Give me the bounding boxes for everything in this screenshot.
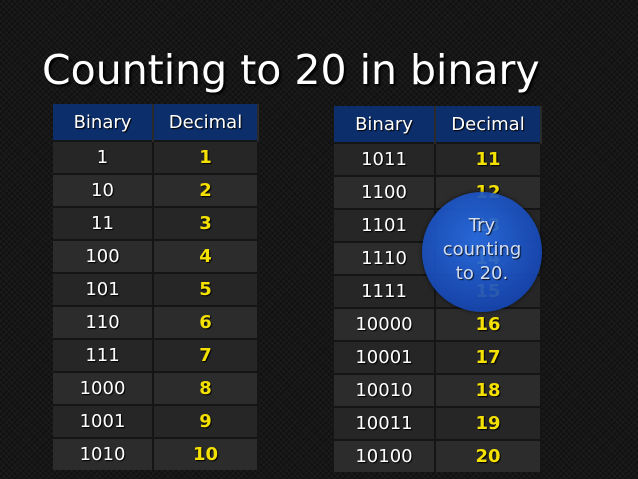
- table-row: 100 4: [53, 239, 259, 273]
- column-header-binary: Binary: [53, 104, 154, 141]
- decimal-value: 9: [153, 404, 259, 438]
- decimal-value: 1: [153, 140, 259, 174]
- callout-bubble: [422, 192, 542, 312]
- binary-value: 1001: [53, 404, 154, 438]
- callout-line: Try: [468, 215, 496, 236]
- table-row: 101 5: [53, 272, 259, 306]
- decimal-value: 20: [435, 439, 542, 472]
- table-row: 1001 9: [53, 404, 259, 438]
- decimal-value: 4: [153, 239, 259, 273]
- slide-title: Counting to 20 in binary: [42, 46, 540, 94]
- binary-value: 100: [53, 239, 154, 273]
- decimal-value: 8: [153, 371, 259, 405]
- decimal-value: 17: [435, 340, 542, 374]
- column-header-binary: Binary: [334, 106, 436, 143]
- column-header-decimal: Decimal: [153, 104, 259, 141]
- binary-value: 11: [53, 206, 154, 240]
- table-row: 10010 18: [334, 373, 542, 407]
- binary-value: 1101: [334, 208, 436, 242]
- binary-value: 10: [53, 173, 154, 207]
- binary-value: 10010: [334, 373, 436, 407]
- binary-value: 1011: [334, 142, 436, 176]
- table-row: 111 7: [53, 338, 259, 372]
- decimal-value: 5: [153, 272, 259, 306]
- table-row: 1010 10: [53, 437, 259, 470]
- table-row: 10011 19: [334, 406, 542, 440]
- table-row: 110012: [334, 175, 542, 209]
- binary-value: 1: [53, 140, 154, 174]
- binary-value: 10001: [334, 340, 436, 374]
- table-row: 10100 20: [334, 439, 542, 472]
- decimal-value: 11: [435, 142, 542, 176]
- table-row: 10 2: [53, 173, 259, 207]
- decimal-value: 3: [153, 206, 259, 240]
- table-row: 1011 11: [334, 142, 542, 176]
- binary-table-left: Binary Decimal 1 1 10 2 11 3 100 4 101 5 110 6 111 7 1…: [53, 104, 259, 470]
- table-row: 1000 8: [53, 371, 259, 405]
- binary-value: 101: [53, 272, 154, 306]
- callout-line: to 20.: [455, 263, 509, 284]
- binary-value: 10100: [334, 439, 436, 472]
- binary-value: 1110: [334, 241, 436, 275]
- table-body-left: 1 1 10 2 11 3 100 4 101 5 110 6 111 7 1000 8 1001 9 1010 10: [53, 140, 259, 470]
- decimal-value: 2: [153, 173, 259, 207]
- binary-value: 1100: [334, 175, 436, 209]
- table-row: 11 3: [53, 206, 259, 240]
- table-row: 10001 17: [334, 340, 542, 374]
- callout-line: counting: [442, 239, 522, 260]
- decimal-value: 19: [435, 406, 542, 440]
- binary-value: 110: [53, 305, 154, 339]
- binary-value: 1111: [334, 274, 436, 308]
- decimal-value: 18: [435, 373, 542, 407]
- binary-value: 10000: [334, 307, 436, 341]
- binary-value: 111: [53, 338, 154, 372]
- decimal-value: 6: [153, 305, 259, 339]
- binary-value: 1000: [53, 371, 154, 405]
- column-header-decimal: Decimal: [435, 106, 542, 143]
- table-row: 10000 16: [334, 307, 542, 341]
- decimal-value: 16: [435, 307, 542, 341]
- table-row: 110 6: [53, 305, 259, 339]
- binary-value: 1010: [53, 437, 154, 470]
- decimal-value: 7: [153, 338, 259, 372]
- callout-text: Try counting to 20.: [432, 214, 532, 286]
- binary-value: 10011: [334, 406, 436, 440]
- table-body-right: 1011111100121101131110141111151000016100…: [334, 142, 542, 472]
- decimal-value: 10: [153, 437, 259, 470]
